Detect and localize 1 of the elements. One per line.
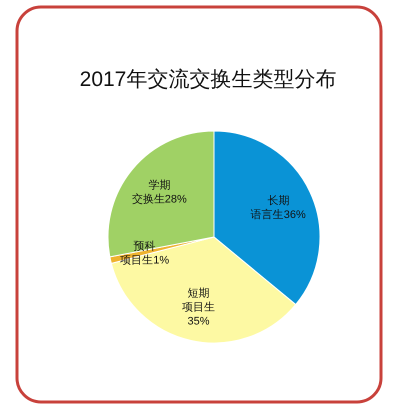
title: 2017年交流交换生类型分布 [80, 68, 336, 91]
